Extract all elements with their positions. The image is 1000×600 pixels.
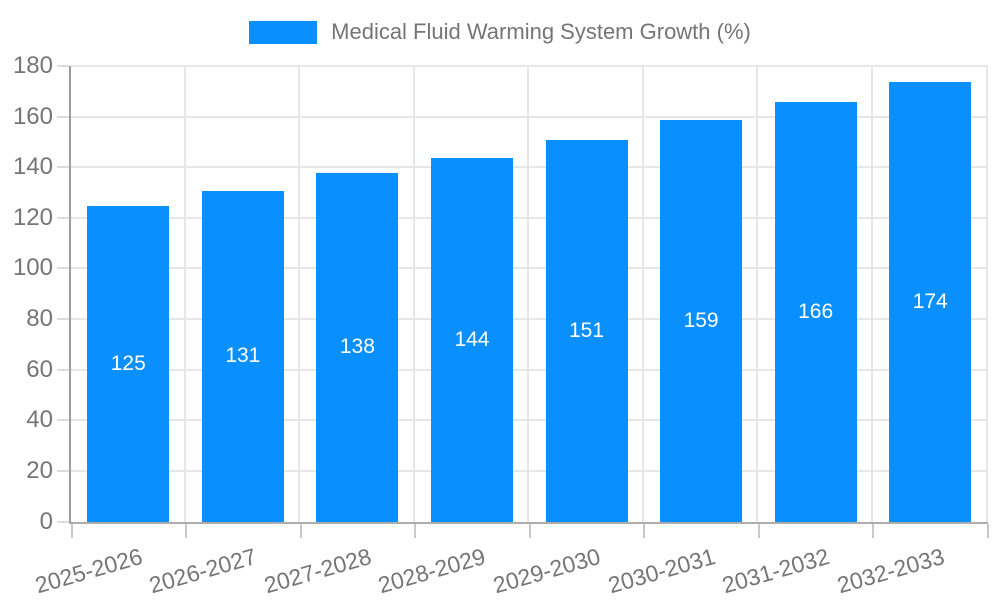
bar[interactable]: 144 — [430, 157, 513, 522]
x-gridline — [985, 66, 988, 522]
x-axis-category-label: 2027-2028 — [261, 543, 375, 599]
legend-item[interactable]: Medical Fluid Warming System Growth (%) — [249, 19, 751, 45]
y-gridline — [71, 267, 988, 270]
y-tick-mark — [57, 368, 69, 371]
x-gridline — [641, 66, 644, 522]
y-tick-mark — [57, 65, 69, 67]
y-tick-mark — [57, 166, 69, 169]
bar[interactable]: 131 — [201, 190, 284, 522]
plot-area: 125 131 138 144 151 159 166 174 — [69, 65, 988, 524]
y-gridline — [71, 115, 988, 118]
x-axis-category-label: 2026-2027 — [146, 543, 260, 599]
x-gridline — [412, 66, 415, 522]
x-tick-mark — [757, 524, 760, 538]
bar-value-label: 174 — [912, 289, 948, 313]
bar[interactable]: 166 — [774, 101, 857, 522]
x-axis-category-label: 2031-2032 — [719, 543, 833, 599]
x-tick-mark — [70, 524, 73, 538]
bar-value-label: 166 — [798, 299, 834, 323]
bar[interactable]: 174 — [889, 81, 972, 522]
x-gridline — [870, 66, 873, 522]
y-gridline — [71, 419, 988, 422]
bar[interactable]: 138 — [316, 172, 399, 522]
bar-value-label: 131 — [225, 344, 261, 368]
x-tick-mark — [643, 524, 646, 538]
x-axis-category-label: 2029-2030 — [490, 543, 604, 599]
y-tick-mark — [57, 419, 69, 422]
bar[interactable]: 151 — [545, 139, 628, 522]
bar[interactable]: 159 — [660, 119, 743, 522]
bar[interactable]: 125 — [87, 205, 170, 522]
x-gridline — [756, 66, 759, 522]
x-tick-mark — [872, 524, 875, 538]
y-axis-tick-label: 0 — [39, 507, 53, 535]
x-axis-category-label: 2030-2031 — [604, 543, 718, 599]
x-axis-category-label: 2025-2026 — [32, 543, 145, 599]
y-tick-mark — [57, 520, 69, 523]
x-axis-category-label: 2028-2029 — [375, 543, 489, 599]
y-axis-tick-label: 20 — [26, 456, 53, 484]
y-axis-tick-label: 100 — [12, 254, 53, 282]
y-axis-tick-label: 160 — [12, 102, 53, 130]
x-tick-mark — [528, 524, 531, 538]
y-gridline — [71, 65, 988, 67]
y-axis-tick-label: 140 — [12, 153, 53, 181]
bar-value-label: 125 — [110, 351, 146, 375]
x-gridline — [183, 66, 186, 522]
y-gridline — [71, 166, 988, 169]
bar-value-label: 151 — [569, 318, 605, 342]
y-axis-tick-label: 60 — [26, 355, 53, 383]
x-tick-mark — [299, 524, 302, 538]
bar-value-label: 159 — [683, 308, 719, 332]
y-tick-mark — [57, 318, 69, 321]
y-axis-tick-label: 120 — [12, 203, 53, 231]
y-tick-mark — [57, 115, 69, 118]
bar-value-label: 138 — [339, 335, 375, 359]
x-gridline — [298, 66, 301, 522]
y-tick-mark — [57, 267, 69, 270]
y-gridline — [71, 368, 988, 371]
x-tick-mark — [414, 524, 417, 538]
x-gridline — [527, 66, 530, 522]
legend-title: Medical Fluid Warming System Growth (%) — [331, 19, 751, 44]
y-gridline — [71, 469, 988, 472]
legend-swatch-icon — [249, 20, 318, 44]
x-tick-mark — [185, 524, 188, 538]
legend: Medical Fluid Warming System Growth (%) — [0, 19, 1000, 45]
x-tick-mark — [987, 524, 989, 538]
y-axis-tick-label: 80 — [26, 305, 53, 333]
y-gridline — [71, 318, 988, 321]
y-axis-tick-label: 40 — [26, 406, 53, 434]
x-axis-category-label: 2032-2033 — [833, 543, 947, 599]
y-gridline — [71, 216, 988, 219]
y-tick-mark — [57, 469, 69, 472]
y-axis-tick-label: 180 — [12, 52, 53, 79]
y-tick-mark — [57, 216, 69, 219]
bar-value-label: 144 — [454, 327, 490, 351]
